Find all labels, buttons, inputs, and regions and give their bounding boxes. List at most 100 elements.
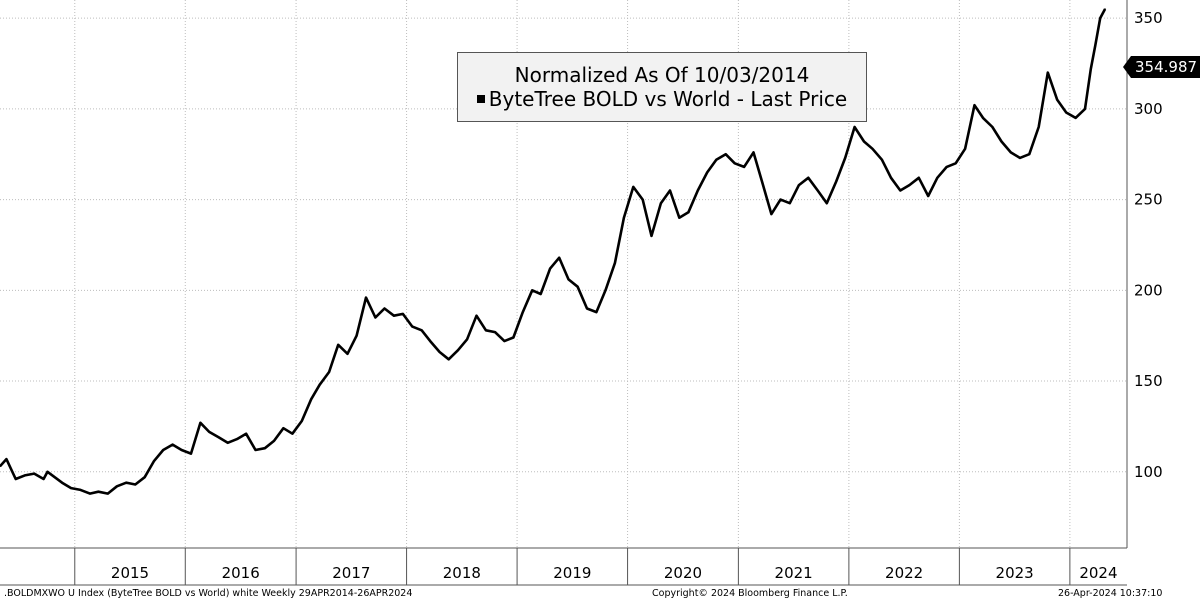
data-point [180,449,183,451]
data-point [752,151,755,154]
x-tick-label: 2018 [443,564,481,582]
data-point [678,216,681,219]
legend-swatch [476,95,485,103]
data-point [1074,117,1077,119]
data-point [393,314,395,317]
data-point [890,177,892,179]
data-point [576,285,579,288]
data-point [1104,8,1106,10]
data-point [1047,71,1049,74]
data-point [485,329,487,332]
data-point [927,195,929,197]
x-tick-label: 2021 [775,564,813,582]
data-point [973,104,976,106]
data-point [522,311,524,313]
data-point [512,336,515,339]
data-point [982,117,984,119]
data-point [1094,44,1097,47]
data-point [143,476,146,479]
data-point [761,180,763,183]
legend-label: ByteTree BOLD vs World - Last Price [488,87,848,111]
data-point [908,184,911,186]
data-point [1028,153,1031,155]
data-point [789,202,791,204]
footer-center: Copyright© 2024 Bloomberg Finance L.P. [652,588,848,599]
data-point [153,460,155,462]
x-tick-label: 2020 [664,564,702,582]
data-point [402,313,404,315]
data-point [558,256,560,259]
x-tick-label: 2017 [332,564,370,582]
data-point [217,436,220,439]
data-point [660,202,662,204]
data-point [1099,17,1101,19]
data-point [826,202,828,204]
data-point [567,278,570,281]
data-point [328,371,330,373]
data-point [871,148,874,150]
data-point [162,449,164,451]
data-point [632,186,635,188]
data-point [310,398,313,401]
x-tick-label: 2015 [111,564,149,582]
x-tick-label: 2023 [996,564,1034,582]
data-point [374,316,377,319]
data-point [549,267,551,270]
data-point [614,262,616,264]
data-point [918,177,920,179]
data-point [46,471,49,473]
data-point [1090,68,1092,70]
data-point [595,311,598,313]
data-point [844,157,846,159]
data-point [1084,108,1086,110]
data-point [190,452,192,455]
data-point [208,431,210,433]
data-point [641,198,644,201]
data-point [503,340,506,342]
data-point [97,490,100,493]
data-point [383,307,386,310]
data-point [650,235,653,237]
data-point [835,180,837,183]
data-point [429,340,432,342]
data-point [964,148,966,150]
data-point [42,478,45,480]
data-point [420,329,423,332]
series-layer [0,8,1107,495]
data-point [70,487,72,489]
data-point [264,447,266,450]
data-point [0,465,1,468]
x-tick-label: 2024 [1079,564,1117,582]
data-point [337,344,340,346]
data-point [291,432,294,435]
chart-title: Normalized As Of 10/03/2014 [514,63,810,87]
data-point [863,140,865,143]
data-point [1000,140,1003,143]
y-tick-label: 200 [1134,281,1163,299]
data-point [798,184,800,186]
data-point [33,472,35,475]
data-point [954,162,957,165]
y-tick-label: 350 [1134,9,1163,27]
data-point [881,158,883,161]
legend-box: Normalized As Of 10/03/2014 ByteTree BOL… [457,52,867,122]
data-point [733,162,736,165]
data-point [254,449,257,451]
data-point [816,189,819,192]
data-point [531,289,533,292]
grid-layer [0,0,1127,548]
data-point [125,481,127,484]
x-tick-label: 2016 [222,564,260,582]
data-point [171,443,174,446]
data-point [494,331,496,333]
data-point [539,293,542,295]
data-point [273,440,275,442]
data-point [226,442,229,444]
data-point [447,358,450,361]
footer-right: 26-Apr-2024 10:37:10 [1058,588,1163,599]
data-point [779,198,782,201]
data-point [79,489,82,491]
data-point [134,483,137,486]
data-point [1019,157,1021,159]
data-point [107,492,109,495]
